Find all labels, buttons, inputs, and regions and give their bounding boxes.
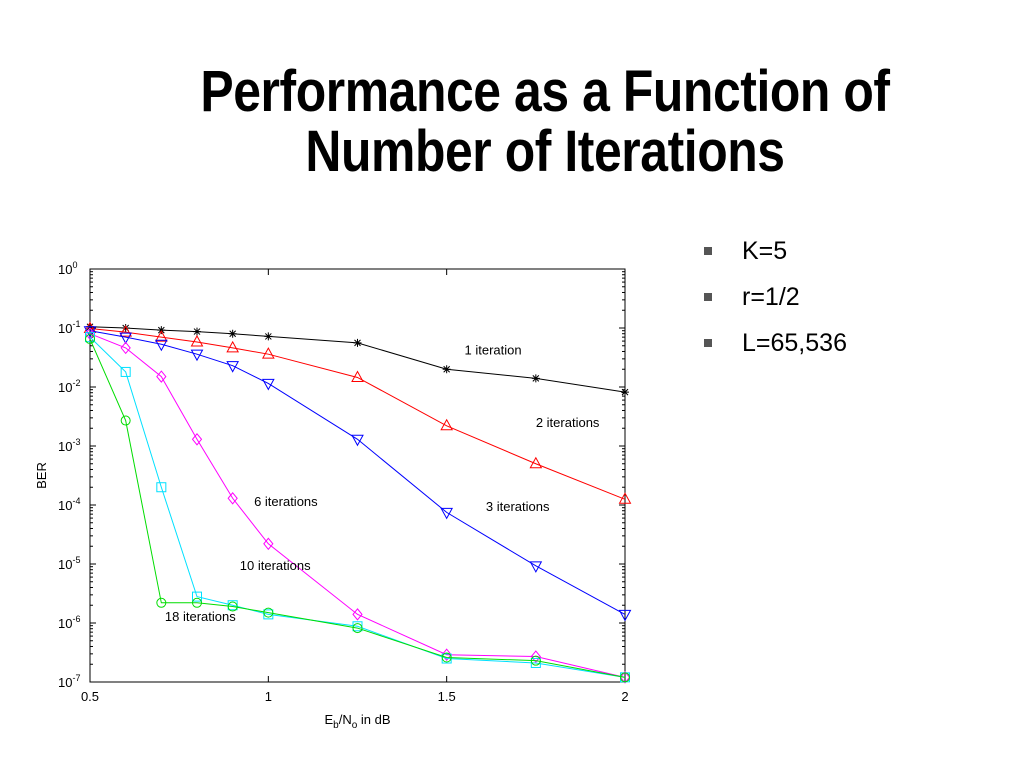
bullet-item: r=1/2 (700, 274, 847, 320)
data-point (440, 507, 454, 520)
data-point (529, 561, 543, 573)
data-point (227, 601, 238, 612)
series-1: 1 iteration (86, 322, 629, 397)
bullet-list: K=5 r=1/2 L=65,536 (700, 228, 847, 366)
data-point (121, 324, 130, 332)
y-tick-label: 10-4 (58, 496, 80, 513)
x-tick-label: 2 (621, 689, 628, 704)
data-point (530, 650, 541, 663)
data-point (263, 537, 274, 551)
x-tick-label: 1 (265, 689, 272, 704)
plot-frame (89, 268, 626, 683)
square-bullet-icon (704, 339, 712, 347)
data-point (261, 347, 275, 359)
data-point (120, 366, 131, 377)
data-point (190, 334, 204, 347)
y-tick-label: 100 (58, 260, 77, 277)
data-point (352, 623, 363, 634)
series-line (89, 330, 626, 615)
y-tick-label: 10-5 (58, 555, 80, 572)
series-label: 1 iteration (465, 343, 522, 358)
data-point (119, 325, 133, 337)
title-line-2: Number of Iterations (305, 119, 785, 184)
data-point (441, 652, 452, 663)
series-label: 10 iterations (240, 558, 311, 573)
data-point (352, 608, 363, 621)
data-point (154, 330, 168, 342)
x-tick-label: 1.5 (438, 689, 456, 704)
data-point (192, 597, 202, 608)
data-point (264, 332, 273, 341)
data-point (620, 672, 630, 683)
data-point (618, 609, 632, 622)
data-point (441, 648, 452, 662)
series-6: 18 iterations (85, 334, 630, 683)
data-point (228, 329, 237, 338)
data-point (191, 432, 203, 446)
y-tick-label: 10-7 (58, 673, 80, 690)
series-line (89, 333, 626, 678)
data-point (156, 482, 167, 493)
data-point (440, 418, 454, 431)
data-point (351, 434, 364, 447)
data-point (193, 327, 201, 336)
square-bullet-icon (704, 247, 712, 255)
data-point (531, 374, 540, 383)
y-axis-label: BER (34, 462, 49, 489)
y-tick-label: 10-3 (58, 437, 80, 454)
data-point (530, 657, 541, 668)
series-line (89, 338, 626, 678)
data-point (261, 378, 275, 391)
data-point (154, 339, 168, 352)
data-point (227, 491, 238, 505)
series-label: 2 iterations (536, 415, 600, 430)
series-3: 3 iterations (83, 326, 632, 622)
series-line (89, 328, 626, 500)
bullet-item: L=65,536 (700, 320, 847, 366)
x-axis-label: Eb/No in dB (324, 712, 390, 731)
data-point (442, 365, 451, 374)
series-label: 3 iterations (486, 499, 550, 514)
y-tick-label: 10-1 (58, 319, 80, 336)
ber-chart: 0.5 1 1.5 2 100 10-1 10-2 10-3 10-4 10-5 10-6 10-7 B… (34, 260, 632, 731)
series-line (89, 326, 626, 393)
bullet-text: K=5 (742, 237, 788, 265)
title-line-1: Performance as a Function of (200, 59, 890, 124)
data-point (192, 591, 202, 602)
slide-title: Performance as a Function of Number of I… (145, 62, 945, 182)
data-point (85, 334, 95, 345)
x-tick-label: 0.5 (81, 689, 99, 704)
series-label: 6 iterations (254, 494, 318, 509)
data-point (226, 340, 240, 353)
y-tick-label: 10-6 (58, 614, 80, 631)
series-label: 18 iterations (165, 609, 236, 624)
data-point (120, 341, 131, 355)
data-point (351, 370, 364, 382)
data-point (529, 456, 543, 469)
data-point (190, 349, 204, 362)
data-point (621, 388, 629, 397)
bullet-text: r=1/2 (742, 283, 800, 311)
data-point (226, 361, 240, 373)
data-point (119, 332, 133, 345)
square-bullet-icon (704, 293, 712, 301)
bullet-item: K=5 (700, 228, 847, 274)
data-point (156, 370, 167, 383)
series-4: 6 iterations (84, 327, 631, 684)
data-point (530, 655, 541, 666)
y-tick-label: 10-2 (58, 378, 80, 395)
series-2: 2 iterations (83, 321, 632, 504)
data-point (618, 492, 632, 504)
data-point (619, 671, 631, 684)
data-point (156, 597, 167, 608)
data-point (353, 338, 362, 347)
data-point (263, 607, 274, 618)
bullet-text: L=65,536 (742, 329, 847, 357)
data-point (120, 415, 131, 426)
